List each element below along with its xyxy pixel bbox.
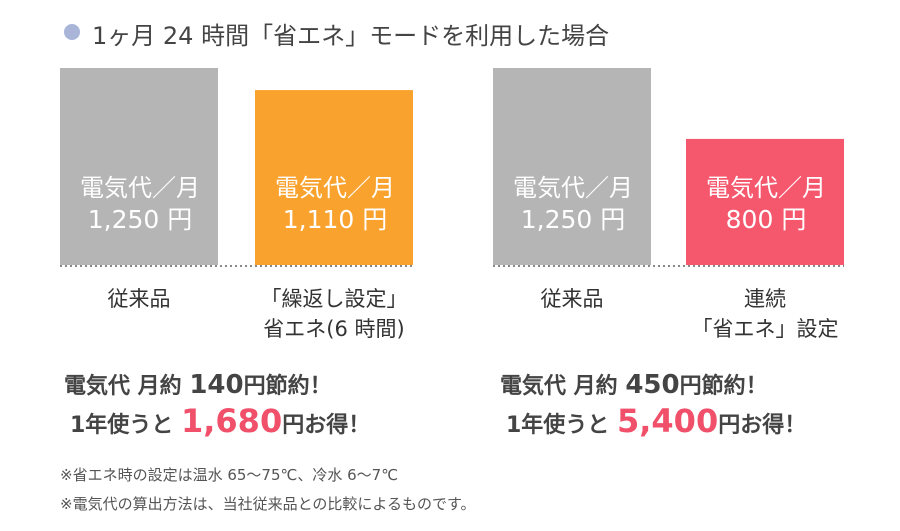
bar-caption: 電気代／月 [513, 174, 633, 202]
bar [60, 68, 218, 265]
text: 1年使うと [506, 413, 610, 438]
value-label: 800 円 [725, 205, 807, 234]
text: 円お得！ [282, 413, 371, 438]
note: ※省エネ時の設定は温水 65～75℃、冷水 6～7℃ [60, 466, 399, 484]
amount: 140 [189, 370, 244, 400]
saving-yearly: 1年使うと 1,680円お得！ [70, 402, 370, 440]
saving-monthly: 電気代 月約 450円節約！ [500, 368, 768, 400]
amount: 450 [625, 370, 680, 400]
title: 1ヶ月 24 時間「省エネ」モードを利用した場合 [92, 22, 610, 50]
bar [255, 90, 413, 266]
bullet [64, 24, 80, 40]
note: ※電気代の算出方法は、当社従来品との比較によるものです。 [60, 495, 476, 513]
text: 1年使うと [70, 413, 174, 438]
text: 円お得！ [718, 413, 807, 438]
category-label: 従来品 [107, 287, 171, 311]
value-label: 1,110 円 [282, 205, 388, 234]
bar-caption: 電気代／月 [706, 174, 826, 202]
value-label: 1,250 円 [87, 205, 193, 234]
saving-monthly: 電気代 月約 140円節約！ [64, 368, 332, 400]
text: 電気代 月約 [500, 374, 618, 399]
saving-yearly: 1年使うと 5,400円お得！ [506, 402, 806, 440]
bar [686, 138, 844, 265]
bar [493, 68, 651, 265]
category-label: 従来品 [540, 287, 604, 311]
bar-caption: 電気代／月 [80, 174, 200, 202]
text: 電気代 月約 [64, 374, 182, 399]
value-label: 1,250 円 [520, 205, 626, 234]
text: 円節約！ [679, 374, 768, 399]
category-label: 「繰返し設定」 省エネ(6 時間) [260, 287, 408, 341]
amount: 1,680 [180, 402, 283, 440]
category-label: 連続 「省エネ」設定 [691, 287, 839, 341]
text: 円節約！ [243, 374, 332, 399]
bar-caption: 電気代／月 [275, 174, 395, 202]
amount: 5,400 [616, 402, 719, 440]
